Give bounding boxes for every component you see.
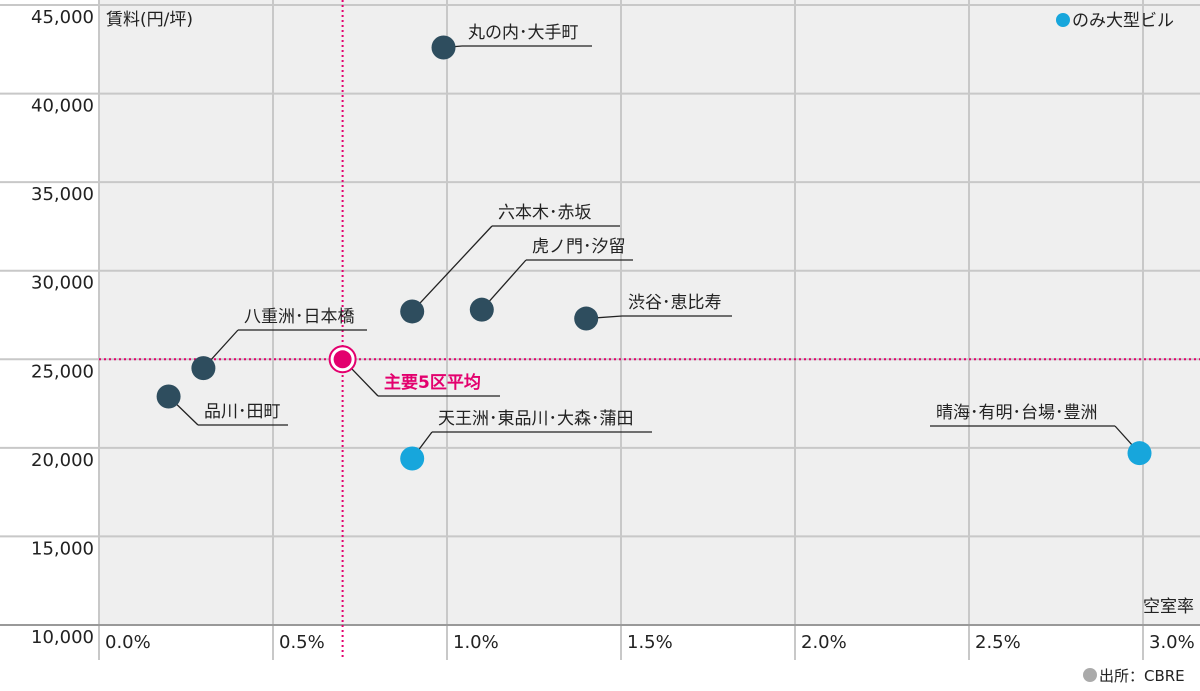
point-label: 晴海･有明･台場･豊洲: [936, 403, 1098, 423]
y-tick-label: 40,000: [31, 96, 94, 117]
point: [400, 299, 425, 324]
y-tick-label: 15,000: [31, 538, 94, 559]
y-tick-label: 35,000: [31, 184, 94, 205]
x-tick-label: 0.0%: [105, 632, 151, 653]
point: [333, 350, 352, 369]
point: [400, 446, 425, 471]
legend-label: のみ大型ビル: [1072, 11, 1174, 31]
x-tick-label: 0.5%: [279, 632, 325, 653]
x-tick-label: 1.5%: [627, 632, 673, 653]
x-tick-label: 3.0%: [1149, 632, 1195, 653]
y-tick-label: 30,000: [31, 273, 94, 294]
y-tick-label: 10,000: [31, 627, 94, 648]
point: [431, 35, 456, 60]
y-axis-title: 賃料(円/坪): [106, 10, 193, 30]
point-label: 品川･田町: [204, 402, 281, 422]
x-tick-label: 2.0%: [801, 632, 847, 653]
x-tick-label: 2.5%: [975, 632, 1021, 653]
point-label: 八重洲･日本橋: [244, 307, 355, 327]
point-label: 主要5区平均: [384, 372, 481, 393]
point-label: 六本木･赤坂: [498, 203, 592, 223]
x-axis-title: 空室率: [1143, 597, 1194, 617]
leader-line: [411, 225, 493, 312]
source-marker: [1083, 668, 1097, 682]
plot-area: [99, 0, 1200, 625]
point-label: 丸の内･大手町: [468, 23, 579, 43]
legend-marker: [1056, 13, 1070, 27]
point: [574, 306, 599, 331]
point-label: 虎ノ門･汐留: [532, 237, 626, 257]
point-label: 渋谷･恵比寿: [628, 293, 722, 313]
x-tick-label: 1.0%: [453, 632, 499, 653]
point-label: 天王洲･東品川･大森･蒲田: [438, 409, 634, 429]
point: [469, 297, 494, 322]
y-tick-label: 25,000: [31, 361, 94, 382]
point: [1127, 441, 1152, 466]
point: [156, 384, 181, 409]
y-tick-label: 45,000: [31, 7, 94, 28]
point: [191, 356, 216, 381]
source: 出所：CBRE: [1099, 667, 1185, 685]
y-tick-label: 20,000: [31, 450, 94, 471]
